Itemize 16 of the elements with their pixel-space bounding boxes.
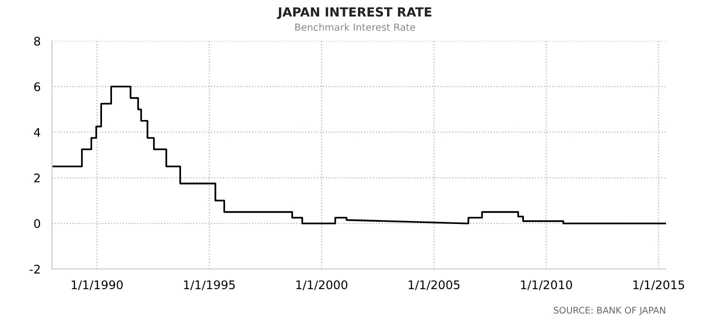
chart-title: JAPAN INTEREST RATE	[277, 7, 432, 19]
x-tick-label: 1/1/1995	[184, 280, 235, 290]
chart-subtitle: Benchmark Interest Rate	[295, 23, 416, 31]
y-tick-label: 4	[34, 128, 40, 137]
x-tick-label: 1/1/2010	[521, 280, 572, 290]
line-series	[52, 86, 666, 224]
y-tick-label: 0	[34, 219, 40, 228]
y-tick-label: -2	[30, 264, 40, 274]
x-tick-label: 1/1/2000	[296, 280, 348, 290]
y-tick-label: 6	[34, 82, 40, 92]
y-tick-label: 8	[34, 36, 40, 46]
y-tick-label: 2	[34, 174, 40, 182]
x-tick-label: 1/1/1990	[72, 280, 123, 290]
x-tick-label: 1/1/2005	[408, 280, 460, 290]
source-note: SOURCE: BANK OF JAPAN	[554, 306, 666, 316]
x-tick-label: 1/1/2015	[633, 280, 684, 290]
